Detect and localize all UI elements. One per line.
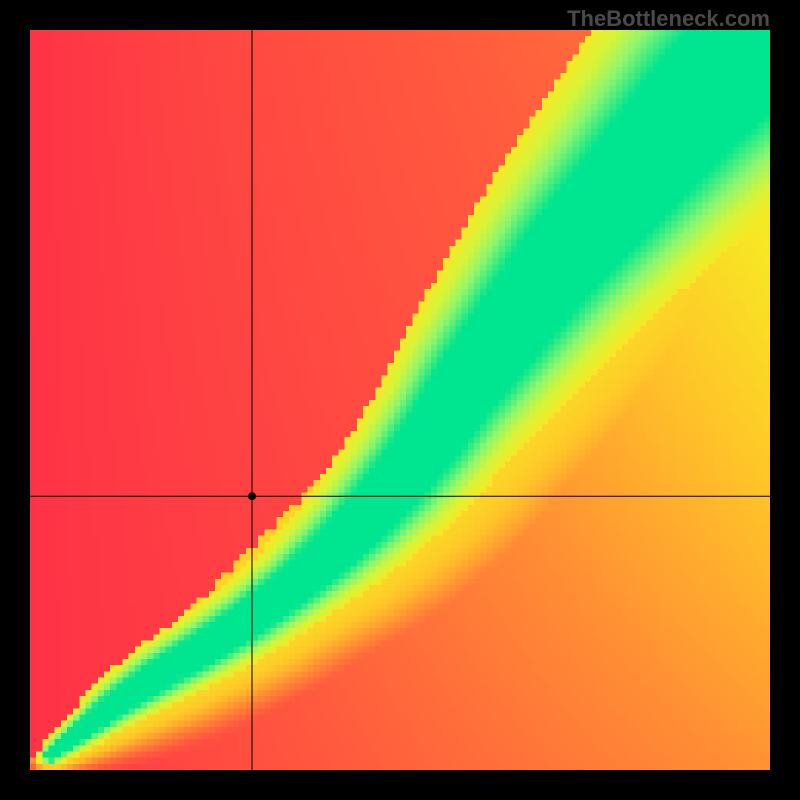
chart-container: TheBottleneck.com (0, 0, 800, 800)
bottleneck-heatmap (30, 30, 770, 770)
watermark-label: TheBottleneck.com (567, 6, 770, 32)
plot-area (30, 30, 770, 770)
